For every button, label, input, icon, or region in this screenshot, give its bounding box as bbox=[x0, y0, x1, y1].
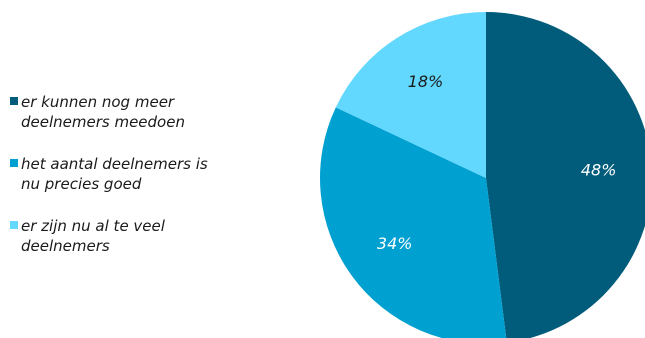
legend-item: er kunnen nog meer deelnemers meedoen bbox=[10, 92, 280, 132]
pie-slice-2 bbox=[320, 107, 507, 338]
legend-label-1: er kunnen nog meer deelnemers meedoen bbox=[21, 93, 185, 131]
legend-swatch-1 bbox=[10, 97, 18, 105]
legend-label-2: het aantal deelnemers is nu precies goed bbox=[21, 155, 208, 193]
legend-item: er zijn nu al te veel deelnemers bbox=[10, 216, 280, 256]
data-label-2: 34% bbox=[377, 234, 413, 253]
data-label-3: 18% bbox=[408, 72, 444, 91]
legend-swatch-2 bbox=[10, 159, 18, 167]
legend-swatch-3 bbox=[10, 221, 18, 229]
legend: er kunnen nog meer deelnemers meedoen he… bbox=[10, 92, 280, 278]
pie-labels: 48% 34% 18% bbox=[377, 72, 617, 253]
pie-slices bbox=[320, 11, 645, 338]
data-label-1: 48% bbox=[581, 160, 617, 179]
legend-item: het aantal deelnemers is nu precies goed bbox=[10, 154, 280, 194]
pie-slice-3 bbox=[335, 11, 486, 178]
legend-label-3: er zijn nu al te veel deelnemers bbox=[21, 217, 165, 255]
pie-slice-1 bbox=[486, 12, 645, 338]
